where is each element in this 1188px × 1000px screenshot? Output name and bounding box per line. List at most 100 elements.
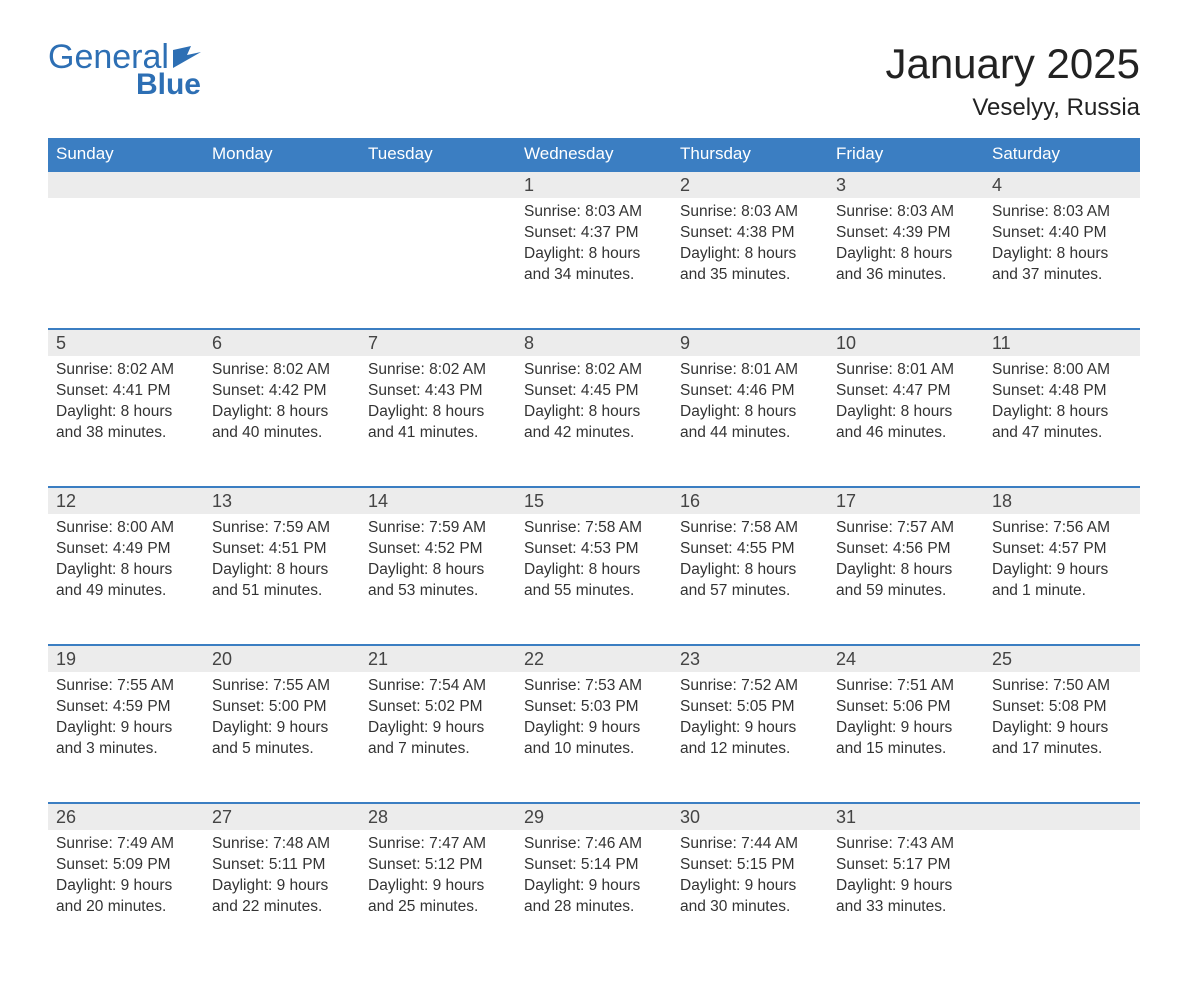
- day-number: 23: [672, 644, 828, 672]
- weekday-header: Saturday: [984, 138, 1140, 170]
- day-number: [360, 170, 516, 198]
- weekday-header: Thursday: [672, 138, 828, 170]
- day-number: 11: [984, 328, 1140, 356]
- day-number: 10: [828, 328, 984, 356]
- day-number: 5: [48, 328, 204, 356]
- weekday-header: Tuesday: [360, 138, 516, 170]
- day-body-row: Sunrise: 7:49 AMSunset: 5:09 PMDaylight:…: [48, 830, 1140, 960]
- day-number: 17: [828, 486, 984, 514]
- day-cell: Sunrise: 8:02 AMSunset: 4:41 PMDaylight:…: [48, 356, 204, 486]
- logo: General Blue: [48, 40, 201, 100]
- day-cell: Sunrise: 8:02 AMSunset: 4:45 PMDaylight:…: [516, 356, 672, 486]
- day-body-row: Sunrise: 7:55 AMSunset: 4:59 PMDaylight:…: [48, 672, 1140, 802]
- day-body: Sunrise: 8:00 AMSunset: 4:48 PMDaylight:…: [984, 356, 1140, 458]
- logo-text-blue: Blue: [48, 70, 201, 100]
- day-body: Sunrise: 8:02 AMSunset: 4:41 PMDaylight:…: [48, 356, 204, 458]
- day-number: 9: [672, 328, 828, 356]
- day-body: Sunrise: 7:58 AMSunset: 4:55 PMDaylight:…: [672, 514, 828, 616]
- calendar-body: 1234Sunrise: 8:03 AMSunset: 4:37 PMDayli…: [48, 170, 1140, 960]
- day-cell: Sunrise: 8:03 AMSunset: 4:39 PMDaylight:…: [828, 198, 984, 328]
- day-body-row: Sunrise: 8:02 AMSunset: 4:41 PMDaylight:…: [48, 356, 1140, 486]
- day-cell: Sunrise: 8:03 AMSunset: 4:38 PMDaylight:…: [672, 198, 828, 328]
- day-number-row: 262728293031: [48, 802, 1140, 830]
- day-cell: [360, 198, 516, 328]
- day-number: 28: [360, 802, 516, 830]
- day-body: Sunrise: 7:43 AMSunset: 5:17 PMDaylight:…: [828, 830, 984, 932]
- day-cell: Sunrise: 7:51 AMSunset: 5:06 PMDaylight:…: [828, 672, 984, 802]
- day-body: Sunrise: 7:54 AMSunset: 5:02 PMDaylight:…: [360, 672, 516, 774]
- day-cell: Sunrise: 7:59 AMSunset: 4:52 PMDaylight:…: [360, 514, 516, 644]
- day-body-row: Sunrise: 8:03 AMSunset: 4:37 PMDaylight:…: [48, 198, 1140, 328]
- day-number-row: 1234: [48, 170, 1140, 198]
- day-number: 30: [672, 802, 828, 830]
- day-number: 22: [516, 644, 672, 672]
- day-body: Sunrise: 7:46 AMSunset: 5:14 PMDaylight:…: [516, 830, 672, 932]
- day-number: 8: [516, 328, 672, 356]
- location: Veselyy, Russia: [885, 94, 1140, 122]
- month-title: January 2025: [885, 40, 1140, 88]
- day-cell: Sunrise: 8:02 AMSunset: 4:43 PMDaylight:…: [360, 356, 516, 486]
- day-body: Sunrise: 8:01 AMSunset: 4:47 PMDaylight:…: [828, 356, 984, 458]
- weekday-header-row: SundayMondayTuesdayWednesdayThursdayFrid…: [48, 138, 1140, 170]
- day-number: 26: [48, 802, 204, 830]
- day-cell: Sunrise: 7:47 AMSunset: 5:12 PMDaylight:…: [360, 830, 516, 960]
- day-number: 4: [984, 170, 1140, 198]
- day-cell: Sunrise: 8:00 AMSunset: 4:49 PMDaylight:…: [48, 514, 204, 644]
- day-number: 19: [48, 644, 204, 672]
- day-number: 14: [360, 486, 516, 514]
- day-number: 1: [516, 170, 672, 198]
- day-body: Sunrise: 7:58 AMSunset: 4:53 PMDaylight:…: [516, 514, 672, 616]
- weekday-header: Monday: [204, 138, 360, 170]
- day-cell: Sunrise: 8:03 AMSunset: 4:40 PMDaylight:…: [984, 198, 1140, 328]
- day-number: 25: [984, 644, 1140, 672]
- day-body: Sunrise: 7:55 AMSunset: 5:00 PMDaylight:…: [204, 672, 360, 774]
- day-body: Sunrise: 8:02 AMSunset: 4:42 PMDaylight:…: [204, 356, 360, 458]
- day-body: Sunrise: 7:55 AMSunset: 4:59 PMDaylight:…: [48, 672, 204, 774]
- day-cell: Sunrise: 7:58 AMSunset: 4:55 PMDaylight:…: [672, 514, 828, 644]
- day-cell: Sunrise: 7:44 AMSunset: 5:15 PMDaylight:…: [672, 830, 828, 960]
- day-number: 3: [828, 170, 984, 198]
- day-cell: Sunrise: 8:03 AMSunset: 4:37 PMDaylight:…: [516, 198, 672, 328]
- day-number-row: 567891011: [48, 328, 1140, 356]
- day-body: Sunrise: 7:57 AMSunset: 4:56 PMDaylight:…: [828, 514, 984, 616]
- header: General Blue January 2025 Veselyy, Russi…: [48, 40, 1140, 122]
- day-body: Sunrise: 8:02 AMSunset: 4:45 PMDaylight:…: [516, 356, 672, 458]
- day-cell: Sunrise: 7:48 AMSunset: 5:11 PMDaylight:…: [204, 830, 360, 960]
- day-cell: Sunrise: 7:52 AMSunset: 5:05 PMDaylight:…: [672, 672, 828, 802]
- day-cell: Sunrise: 7:46 AMSunset: 5:14 PMDaylight:…: [516, 830, 672, 960]
- day-body: Sunrise: 7:56 AMSunset: 4:57 PMDaylight:…: [984, 514, 1140, 616]
- day-cell: [48, 198, 204, 328]
- day-body: Sunrise: 8:01 AMSunset: 4:46 PMDaylight:…: [672, 356, 828, 458]
- day-body: Sunrise: 7:51 AMSunset: 5:06 PMDaylight:…: [828, 672, 984, 774]
- day-cell: Sunrise: 7:56 AMSunset: 4:57 PMDaylight:…: [984, 514, 1140, 644]
- day-number: 21: [360, 644, 516, 672]
- day-cell: Sunrise: 7:54 AMSunset: 5:02 PMDaylight:…: [360, 672, 516, 802]
- day-number: 2: [672, 170, 828, 198]
- day-cell: [204, 198, 360, 328]
- day-body: Sunrise: 8:03 AMSunset: 4:40 PMDaylight:…: [984, 198, 1140, 300]
- day-cell: Sunrise: 7:58 AMSunset: 4:53 PMDaylight:…: [516, 514, 672, 644]
- day-cell: Sunrise: 7:59 AMSunset: 4:51 PMDaylight:…: [204, 514, 360, 644]
- day-body-row: Sunrise: 8:00 AMSunset: 4:49 PMDaylight:…: [48, 514, 1140, 644]
- day-number: 13: [204, 486, 360, 514]
- day-body: Sunrise: 8:02 AMSunset: 4:43 PMDaylight:…: [360, 356, 516, 458]
- day-body: Sunrise: 7:52 AMSunset: 5:05 PMDaylight:…: [672, 672, 828, 774]
- day-number: 31: [828, 802, 984, 830]
- day-number: 6: [204, 328, 360, 356]
- day-cell: Sunrise: 8:02 AMSunset: 4:42 PMDaylight:…: [204, 356, 360, 486]
- day-body: Sunrise: 8:03 AMSunset: 4:38 PMDaylight:…: [672, 198, 828, 300]
- day-body: Sunrise: 7:59 AMSunset: 4:52 PMDaylight:…: [360, 514, 516, 616]
- day-number: 15: [516, 486, 672, 514]
- day-number: 18: [984, 486, 1140, 514]
- day-number: 29: [516, 802, 672, 830]
- day-cell: [984, 830, 1140, 960]
- day-number: 27: [204, 802, 360, 830]
- day-cell: Sunrise: 7:55 AMSunset: 4:59 PMDaylight:…: [48, 672, 204, 802]
- day-number: [984, 802, 1140, 830]
- day-cell: Sunrise: 7:55 AMSunset: 5:00 PMDaylight:…: [204, 672, 360, 802]
- day-number: 16: [672, 486, 828, 514]
- day-number: 7: [360, 328, 516, 356]
- day-cell: Sunrise: 7:50 AMSunset: 5:08 PMDaylight:…: [984, 672, 1140, 802]
- day-body: Sunrise: 7:44 AMSunset: 5:15 PMDaylight:…: [672, 830, 828, 932]
- day-body: Sunrise: 7:50 AMSunset: 5:08 PMDaylight:…: [984, 672, 1140, 774]
